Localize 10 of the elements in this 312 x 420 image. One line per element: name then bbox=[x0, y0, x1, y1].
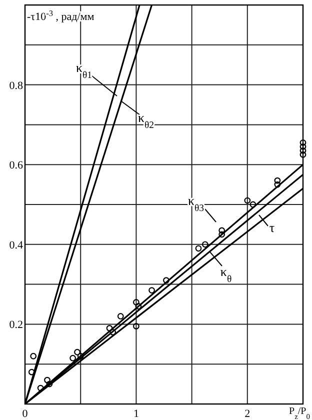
y-tick-label: 0.6 bbox=[9, 160, 24, 172]
legend-label: κ$_{θ}$ bbox=[220, 264, 232, 284]
x-axis-title: P$_{z}$/P$_{0}$ bbox=[289, 406, 310, 420]
series-label: τ bbox=[269, 220, 275, 235]
y-tick-label: 0.2 bbox=[9, 319, 23, 332]
x-tick-label: 1 bbox=[133, 408, 139, 420]
x-tick-label: 2 bbox=[244, 408, 250, 420]
x-tick-label: 0 bbox=[22, 408, 28, 420]
y-tick-label: 0.4 bbox=[9, 239, 24, 252]
y-tick-label: 0.8 bbox=[9, 80, 24, 92]
